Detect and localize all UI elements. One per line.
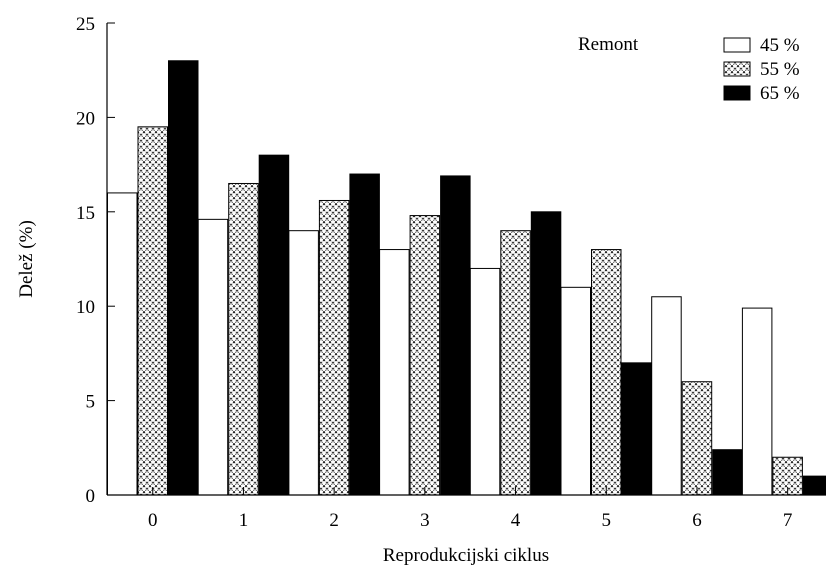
x-tick-label-2: 2 (329, 510, 339, 531)
bar-65pct-cycle-5 (621, 362, 652, 496)
y-tick-label-5: 5 (86, 392, 96, 413)
bars-group (107, 60, 826, 496)
bar-55pct-cycle-4 (500, 230, 531, 496)
legend-swatch-65pct (723, 85, 751, 101)
legend-swatch-45pct (723, 37, 751, 53)
bar-55pct-cycle-1 (228, 182, 259, 496)
axes-group (106, 23, 826, 496)
x-axis-title: Reprodukcijski ciklus (383, 545, 549, 566)
x-tick-label-1: 1 (239, 510, 249, 531)
y-tick-label-0: 0 (86, 486, 96, 507)
bar-45pct-cycle-4 (469, 267, 501, 496)
bar-45pct-cycle-5 (560, 286, 591, 496)
y-tick-label-15: 15 (76, 203, 95, 224)
bar-45pct-cycle-7 (741, 307, 773, 496)
bar-65pct-cycle-1 (258, 154, 290, 496)
legend-label-55pct: 55 % (760, 59, 800, 80)
y-tick-label-10: 10 (76, 297, 95, 318)
bar-45pct-cycle-1 (197, 218, 229, 496)
bar-45pct-cycle-6 (651, 296, 682, 496)
bar-55pct-cycle-0 (137, 126, 168, 496)
legend-label-65pct: 65 % (760, 83, 800, 104)
bar-65pct-cycle-0 (168, 60, 199, 496)
bar-55pct-cycle-5 (591, 249, 622, 496)
legend-label-45pct: 45 % (760, 35, 800, 56)
bar-65pct-cycle-7 (802, 475, 826, 496)
y-tick-label-25: 25 (76, 14, 95, 35)
bar-65pct-cycle-6 (712, 449, 743, 496)
x-tick-label-0: 0 (148, 510, 158, 531)
legend-swatch-55pct (723, 61, 751, 77)
bar-45pct-cycle-2 (288, 230, 319, 496)
legend-title: Remont (578, 34, 639, 55)
bar-65pct-cycle-2 (349, 173, 380, 496)
bar-55pct-cycle-6 (681, 381, 713, 496)
bar-65pct-cycle-4 (530, 211, 562, 496)
bar-55pct-cycle-2 (318, 199, 350, 496)
x-tick-label-6: 6 (692, 510, 702, 531)
bar-45pct-cycle-0 (107, 192, 138, 496)
bar-45pct-cycle-3 (379, 249, 410, 496)
x-tick-label-4: 4 (511, 510, 521, 531)
x-tick-label-3: 3 (420, 510, 430, 531)
y-tick-label-20: 20 (76, 108, 95, 129)
ticks-group: 0 5 10 15 20 25 0 1 2 3 4 5 6 7 (76, 14, 792, 531)
x-tick-label-7: 7 (783, 510, 793, 531)
legend: Remont 45 % 55 % 65 % (578, 34, 800, 104)
bar-65pct-cycle-3 (440, 175, 471, 496)
x-tick-label-5: 5 (602, 510, 612, 531)
bar-55pct-cycle-3 (409, 215, 441, 496)
y-axis-title: Delež (%) (16, 220, 37, 298)
